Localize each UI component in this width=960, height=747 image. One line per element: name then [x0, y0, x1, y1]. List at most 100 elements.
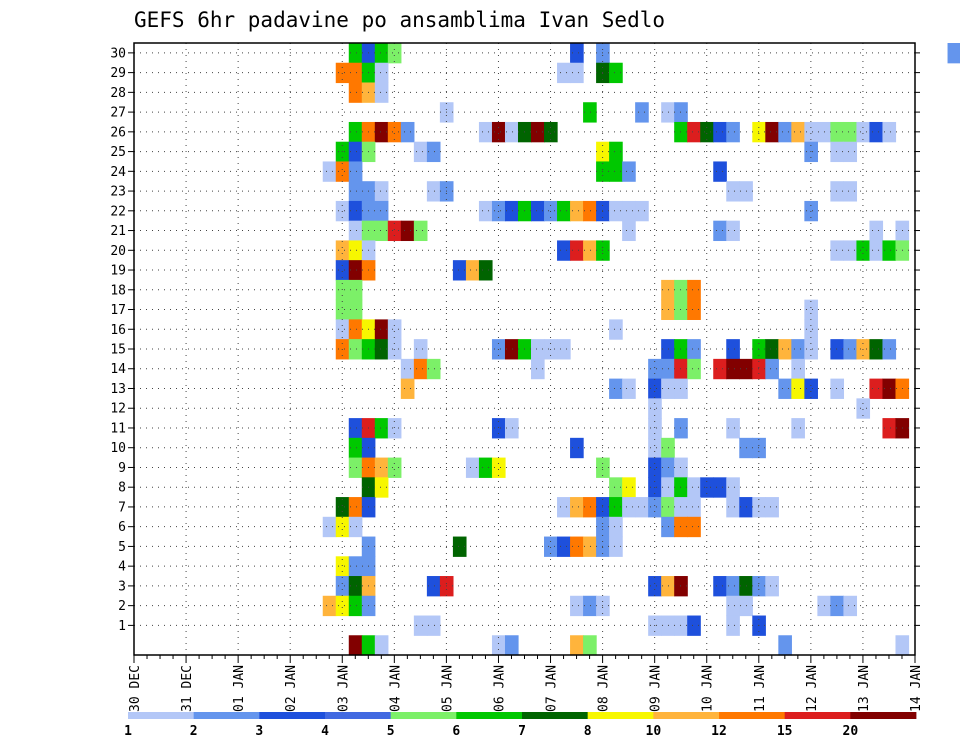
- colorbar-label: 12: [711, 724, 727, 739]
- heatmap-cell: [648, 437, 662, 459]
- heatmap-cell: [413, 358, 428, 380]
- heatmap-cell: [570, 497, 584, 518]
- heatmap-cell: [830, 181, 845, 202]
- heatmap-cell: [661, 615, 675, 636]
- colorbar-swatch: [325, 712, 392, 719]
- heatmap-cell: [322, 161, 337, 182]
- heatmap-cell: [843, 181, 858, 202]
- heatmap-cell: [374, 181, 389, 202]
- heatmap-cell: [609, 477, 623, 498]
- heatmap-cell: [752, 437, 766, 459]
- colorbar-label: 5: [387, 724, 395, 739]
- heatmap-cell: [348, 576, 363, 597]
- heatmap-cell: [335, 497, 350, 518]
- heatmap-cell: [700, 121, 714, 143]
- heatmap-cell: [882, 339, 897, 360]
- x-tick-label: 10 JAN: [701, 665, 716, 712]
- y-tick-label: 7: [118, 500, 126, 515]
- heatmap-cell: [491, 635, 506, 656]
- heatmap-cell: [895, 635, 910, 656]
- heatmap-cell: [830, 595, 845, 617]
- heatmap-cell: [374, 62, 389, 84]
- heatmap-cell: [374, 418, 389, 439]
- heatmap-cell: [622, 200, 636, 222]
- heatmap-cell: [882, 121, 897, 143]
- x-tick-label: 13 JAN: [857, 665, 872, 712]
- heatmap-cell: [661, 437, 675, 459]
- heatmap-cell: [374, 635, 389, 656]
- heatmap-cell: [622, 477, 636, 498]
- heatmap-cell: [648, 398, 662, 419]
- heatmap-cell: [504, 339, 519, 360]
- heatmap-cell: [361, 635, 376, 656]
- y-tick-label: 18: [110, 283, 126, 298]
- heatmap-cell: [687, 121, 701, 143]
- heatmap-cell: [557, 200, 571, 222]
- heatmap-cell: [583, 200, 597, 222]
- heatmap-cell: [335, 516, 350, 538]
- heatmap-cell: [778, 635, 792, 656]
- heatmap-cell: [491, 457, 506, 478]
- heatmap-cell: [622, 378, 636, 399]
- heatmap-cell: [791, 358, 805, 380]
- heatmap-cell: [609, 62, 623, 84]
- y-tick-label: 8: [118, 481, 126, 496]
- heatmap-cell: [882, 418, 897, 439]
- heatmap-cell: [726, 418, 740, 439]
- colorbar-label: 3: [255, 724, 263, 739]
- heatmap-cell: [713, 161, 727, 182]
- heatmap-cell: [804, 319, 818, 340]
- heatmap-cell: [713, 220, 727, 242]
- y-tick-label: 20: [110, 244, 126, 259]
- heatmap-cell: [570, 595, 584, 617]
- heatmap-cell: [609, 378, 623, 399]
- y-tick-label: 9: [118, 461, 126, 476]
- y-tick-label: 3: [118, 579, 126, 594]
- y-tick-label: 26: [110, 125, 126, 140]
- heatmap-cell: [583, 635, 597, 656]
- heatmap-cell: [348, 418, 363, 439]
- heatmap-cell: [335, 279, 350, 301]
- colorbar-swatch: [850, 712, 917, 719]
- y-tick-label: 4: [118, 560, 126, 575]
- heatmap-cell: [622, 220, 636, 242]
- heatmap-cell: [726, 477, 740, 498]
- x-tick-label: 31 DEC: [180, 665, 195, 712]
- heatmap-cell: [400, 378, 415, 399]
- heatmap-cell: [687, 516, 701, 538]
- heatmap-cell: [687, 615, 701, 636]
- cells-layer: [322, 43, 960, 656]
- heatmap-cell: [374, 220, 389, 242]
- y-tick-label: 10: [110, 441, 126, 456]
- y-tick-label: 23: [110, 185, 126, 200]
- y-tick-label: 12: [110, 402, 126, 417]
- heatmap-cell: [557, 240, 571, 261]
- colorbar-swatch: [719, 712, 786, 719]
- heatmap-cell: [778, 339, 792, 360]
- colorbar-label: 8: [584, 724, 592, 739]
- heatmap-cell: [335, 556, 350, 577]
- heatmap-cell: [804, 378, 818, 399]
- heatmap-cell: [374, 477, 389, 498]
- heatmap-cell: [726, 121, 740, 143]
- heatmap-cell: [648, 497, 662, 518]
- heatmap-cell: [374, 121, 389, 143]
- heatmap-cell: [335, 62, 350, 84]
- heatmap-cell: [687, 358, 701, 380]
- heatmap-cell: [387, 121, 402, 143]
- colorbar-swatch: [128, 712, 195, 719]
- heatmap-cell: [413, 339, 428, 360]
- heatmap-cell: [387, 220, 402, 242]
- x-tick-label: 05 JAN: [440, 665, 455, 712]
- heatmap-cell: [622, 497, 636, 518]
- heatmap-cell: [400, 220, 415, 242]
- heatmap-cell: [635, 102, 649, 123]
- x-tick-label: 30 DEC: [128, 665, 143, 712]
- heatmap-cell: [557, 62, 571, 84]
- colorbar-label: 6: [452, 724, 460, 739]
- heatmap-cell: [791, 418, 805, 439]
- heatmap-cell: [478, 121, 493, 143]
- heatmap-cell: [348, 339, 363, 360]
- heatmap-cell: [843, 141, 858, 163]
- colorbar-swatch: [653, 712, 720, 719]
